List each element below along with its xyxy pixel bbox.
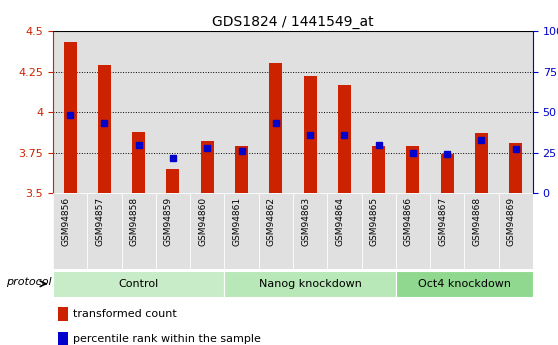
Text: GSM94859: GSM94859: [164, 197, 173, 246]
Bar: [430, 193, 464, 269]
Bar: [441, 154, 454, 193]
Text: GSM94868: GSM94868: [473, 197, 482, 246]
Bar: [87, 193, 122, 269]
Bar: [396, 270, 533, 297]
Bar: [259, 193, 293, 269]
Text: transformed count: transformed count: [73, 309, 177, 319]
Bar: [235, 146, 248, 193]
Bar: [372, 146, 385, 193]
Bar: [396, 31, 430, 193]
Text: GSM94856: GSM94856: [61, 197, 70, 246]
Title: GDS1824 / 1441549_at: GDS1824 / 1441549_at: [212, 14, 374, 29]
Text: Nanog knockdown: Nanog knockdown: [259, 279, 362, 289]
Bar: [475, 133, 488, 193]
Bar: [259, 31, 293, 193]
Bar: [53, 270, 224, 297]
Bar: [122, 193, 156, 269]
Bar: [156, 193, 190, 269]
Bar: [293, 31, 327, 193]
Bar: [132, 131, 145, 193]
Bar: [270, 63, 282, 193]
Bar: [362, 31, 396, 193]
Text: GSM94865: GSM94865: [369, 197, 379, 246]
Text: GSM94858: GSM94858: [129, 197, 139, 246]
Bar: [464, 193, 499, 269]
Text: GSM94857: GSM94857: [95, 197, 104, 246]
Bar: [53, 31, 87, 193]
Bar: [396, 193, 430, 269]
Bar: [224, 193, 259, 269]
Text: GSM94864: GSM94864: [335, 197, 344, 246]
Bar: [201, 141, 214, 193]
Bar: [190, 31, 224, 193]
Bar: [58, 307, 69, 321]
Bar: [224, 31, 259, 193]
Text: protocol: protocol: [6, 277, 52, 287]
Bar: [53, 193, 87, 269]
Bar: [362, 193, 396, 269]
Text: percentile rank within the sample: percentile rank within the sample: [73, 334, 261, 344]
Bar: [464, 31, 499, 193]
Text: GSM94861: GSM94861: [233, 197, 242, 246]
Bar: [327, 193, 362, 269]
Bar: [430, 31, 464, 193]
Bar: [166, 169, 180, 193]
Text: GSM94869: GSM94869: [507, 197, 516, 246]
Bar: [87, 31, 122, 193]
Text: Oct4 knockdown: Oct4 knockdown: [418, 279, 511, 289]
Bar: [406, 146, 420, 193]
Bar: [293, 193, 327, 269]
Bar: [58, 332, 69, 345]
Bar: [224, 270, 396, 297]
Bar: [327, 31, 362, 193]
Text: GSM94866: GSM94866: [404, 197, 413, 246]
Text: GSM94863: GSM94863: [301, 197, 310, 246]
Text: GSM94862: GSM94862: [267, 197, 276, 246]
Bar: [338, 85, 351, 193]
Bar: [156, 31, 190, 193]
Text: Control: Control: [119, 279, 159, 289]
Text: GSM94860: GSM94860: [198, 197, 207, 246]
Bar: [64, 42, 76, 193]
Bar: [190, 193, 224, 269]
Bar: [304, 77, 316, 193]
Bar: [499, 31, 533, 193]
Text: GSM94867: GSM94867: [438, 197, 447, 246]
Bar: [122, 31, 156, 193]
Bar: [499, 193, 533, 269]
Bar: [98, 65, 111, 193]
Bar: [509, 143, 522, 193]
